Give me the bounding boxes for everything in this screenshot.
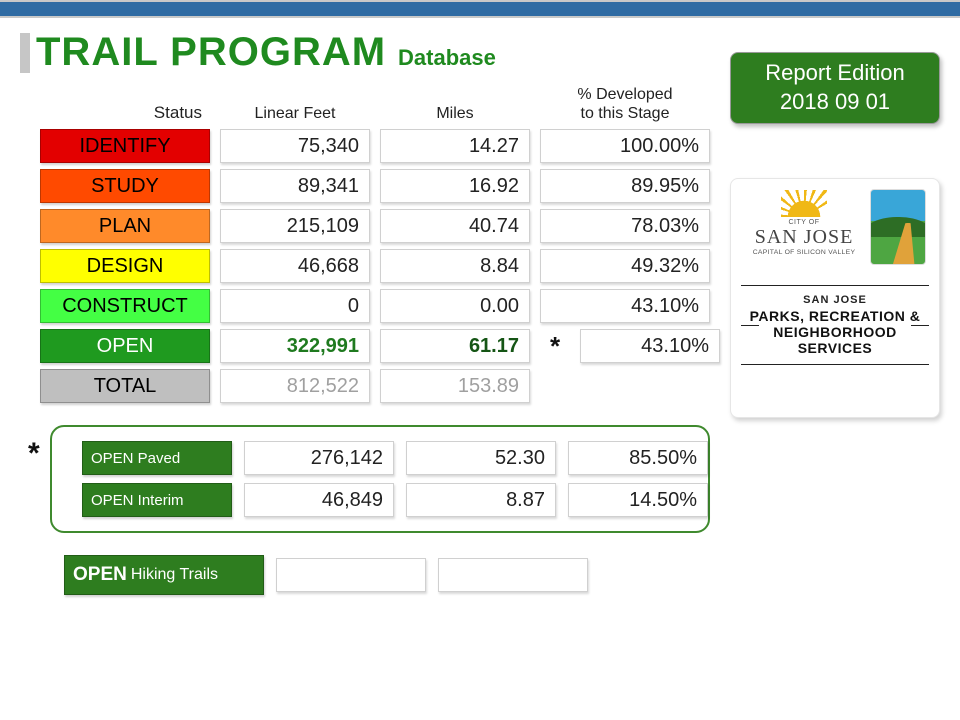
miles-cell: 153.89 xyxy=(380,369,530,403)
table-row: IDENTIFY 75,340 14.27 100.00% xyxy=(40,129,710,163)
row-asterisk: * xyxy=(540,331,570,362)
status-cell: IDENTIFY xyxy=(40,129,210,163)
san-jose-seal-icon: CITY OF SAN JOSE CAPITAL OF SILICON VALL… xyxy=(744,189,864,265)
page-title: TRAIL PROGRAM xyxy=(36,30,386,75)
status-cell: STUDY xyxy=(40,169,210,203)
col-pct-header-line2: to this Stage xyxy=(540,105,710,123)
hiking-row: OPEN Hiking Trails xyxy=(64,555,960,595)
linear-feet-cell: 812,522 xyxy=(220,369,370,403)
report-edition-badge: Report Edition 2018 09 01 xyxy=(730,52,940,124)
miles-cell: 0.00 xyxy=(380,289,530,323)
sub-status-cell: OPEN Paved xyxy=(82,441,232,475)
sub-status-cell: OPEN Interim xyxy=(82,483,232,517)
status-cell: CONSTRUCT xyxy=(40,289,210,323)
col-miles-header: Miles xyxy=(380,105,530,123)
pct-cell: 89.95% xyxy=(540,169,710,203)
sub-linear-feet: 276,142 xyxy=(244,441,394,475)
pct-cell: 78.03% xyxy=(540,209,710,243)
linear-feet-cell: 0 xyxy=(220,289,370,323)
linear-feet-cell: 215,109 xyxy=(220,209,370,243)
status-cell: TOTAL xyxy=(40,369,210,403)
pct-cell: 43.10% xyxy=(580,329,720,363)
table-row: PLAN 215,109 40.74 78.03% xyxy=(40,209,710,243)
miles-cell: 61.17 xyxy=(380,329,530,363)
sub-row: OPEN Interim46,8498.8714.50% xyxy=(82,483,694,517)
report-edition-date: 2018 09 01 xyxy=(731,88,939,117)
sub-row: OPEN Paved276,14252.3085.50% xyxy=(82,441,694,475)
col-status-header: Status xyxy=(40,103,210,123)
col-linear-feet-header: Linear Feet xyxy=(220,105,370,123)
dept-city-label: SAN JOSE xyxy=(741,294,929,306)
linear-feet-cell: 322,991 xyxy=(220,329,370,363)
asterisk-marker: * xyxy=(28,437,40,471)
linear-feet-cell: 89,341 xyxy=(220,169,370,203)
open-breakdown-box: * OPEN Paved276,14252.3085.50%OPEN Inter… xyxy=(50,425,710,533)
status-cell: PLAN xyxy=(40,209,210,243)
sub-miles: 8.87 xyxy=(406,483,556,517)
trail-logo-icon xyxy=(870,189,926,265)
table-row: TOTAL 812,522 153.89 xyxy=(40,369,710,403)
table-row: CONSTRUCT 0 0.00 43.10% xyxy=(40,289,710,323)
top-accent-bar xyxy=(0,0,960,18)
title-accent xyxy=(20,33,30,73)
miles-cell: 14.27 xyxy=(380,129,530,163)
miles-cell: 8.84 xyxy=(380,249,530,283)
pct-cell: 49.32% xyxy=(540,249,710,283)
report-edition-label: Report Edition xyxy=(731,59,939,88)
status-table: Status Linear Feet Miles % Developed to … xyxy=(40,83,710,403)
sub-linear-feet: 46,849 xyxy=(244,483,394,517)
pct-cell: 100.00% xyxy=(540,129,710,163)
city-of-label: CITY OF xyxy=(789,219,820,226)
dept-name-label: PARKS, RECREATION & NEIGHBORHOOD SERVICE… xyxy=(741,308,929,356)
pct-cell: 43.10% xyxy=(540,289,710,323)
sun-icon xyxy=(785,198,823,217)
status-cell: OPEN xyxy=(40,329,210,363)
main-panel: TRAIL PROGRAM Database Report Edition 20… xyxy=(0,18,960,595)
sub-pct: 85.50% xyxy=(568,441,708,475)
logo-row: CITY OF SAN JOSE CAPITAL OF SILICON VALL… xyxy=(741,189,929,265)
status-open-hiking: OPEN Hiking Trails xyxy=(64,555,264,595)
sub-pct: 14.50% xyxy=(568,483,708,517)
department-block: SAN JOSE PARKS, RECREATION & NEIGHBORHOO… xyxy=(741,285,929,365)
table-row: DESIGN 46,668 8.84 49.32% xyxy=(40,249,710,283)
table-header-row: Status Linear Feet Miles % Developed to … xyxy=(40,83,710,123)
hiking-label-1: OPEN xyxy=(73,564,127,586)
status-cell: DESIGN xyxy=(40,249,210,283)
linear-feet-cell: 46,668 xyxy=(220,249,370,283)
miles-cell: 40.74 xyxy=(380,209,530,243)
linear-feet-cell: 75,340 xyxy=(220,129,370,163)
col-pct-header-line1: % Developed xyxy=(540,86,710,104)
miles-cell: 16.92 xyxy=(380,169,530,203)
table-row: OPEN322,99161.17*43.10% xyxy=(40,329,710,363)
hiking-linear-feet xyxy=(276,558,426,592)
page-subtitle: Database xyxy=(398,45,496,71)
col-pct-header: % Developed to this Stage xyxy=(540,86,710,123)
tagline-label: CAPITAL OF SILICON VALLEY xyxy=(753,249,856,256)
logo-card: CITY OF SAN JOSE CAPITAL OF SILICON VALL… xyxy=(730,178,940,418)
sub-miles: 52.30 xyxy=(406,441,556,475)
hiking-miles xyxy=(438,558,588,592)
hiking-label-2: Hiking Trails xyxy=(131,566,218,584)
table-row: STUDY 89,341 16.92 89.95% xyxy=(40,169,710,203)
san-jose-label: SAN JOSE xyxy=(755,226,854,249)
